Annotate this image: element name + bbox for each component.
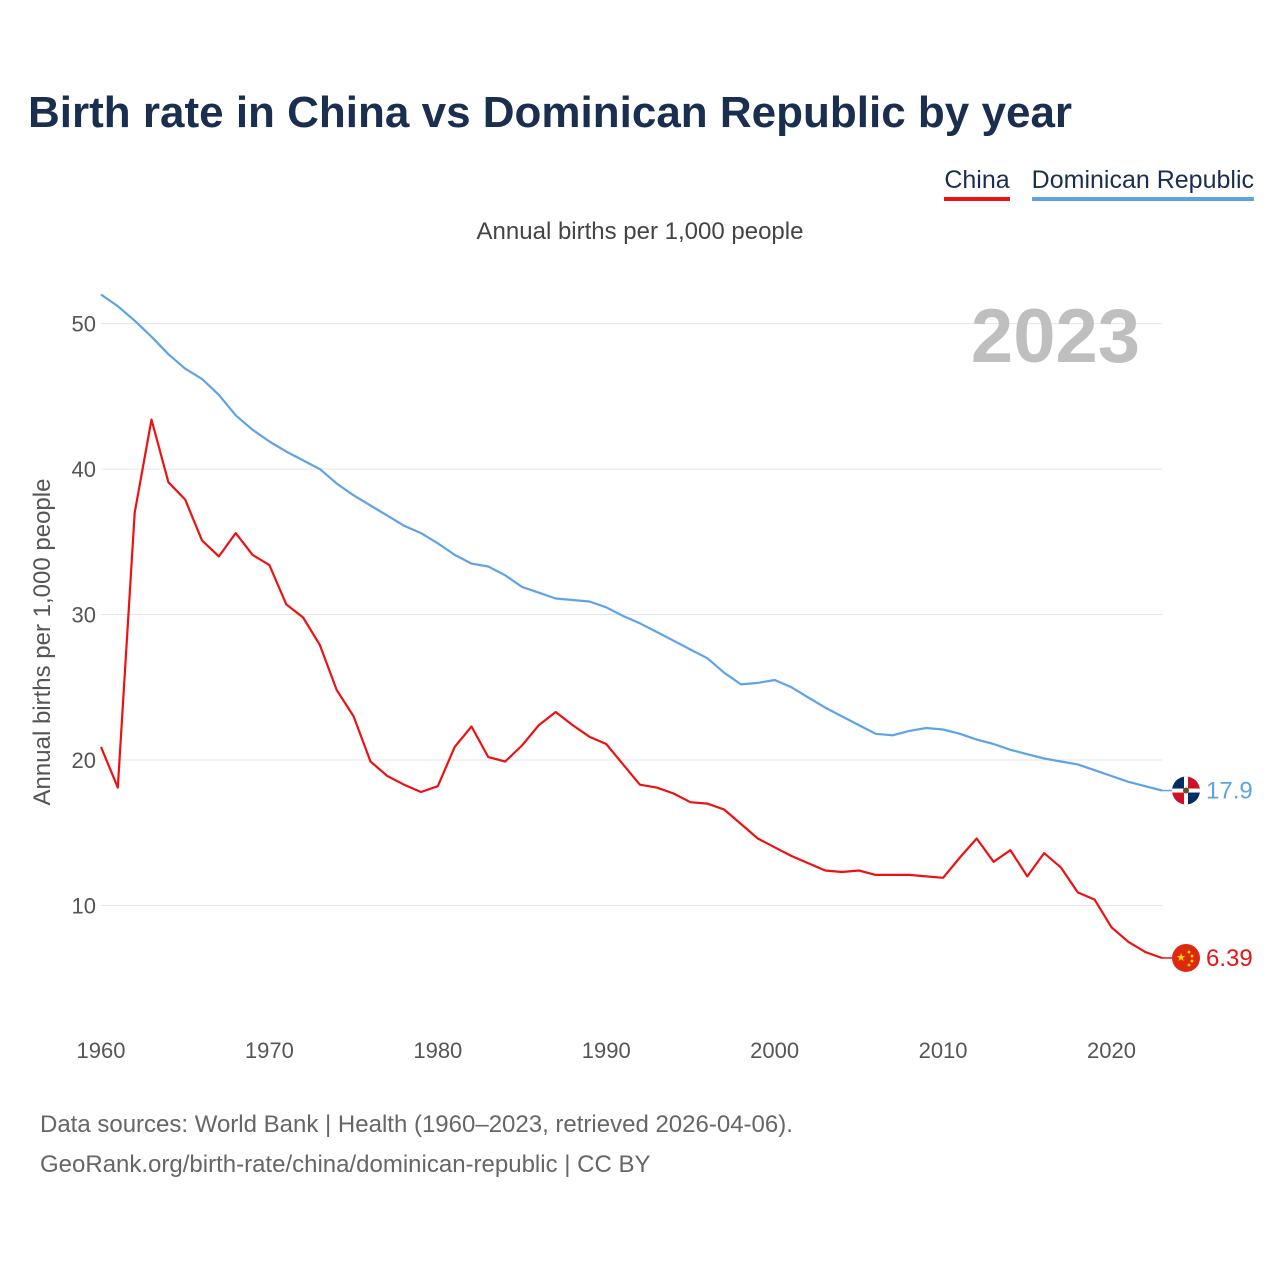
legend-item-china[interactable]: China (944, 166, 1010, 201)
y-tick-label: 20 (72, 748, 96, 773)
x-tick-label: 1970 (245, 1038, 294, 1063)
y-tick-label: 40 (72, 457, 96, 482)
x-tick-label: 1960 (77, 1038, 126, 1063)
source-line-1: Data sources: World Bank | Health (1960–… (40, 1111, 793, 1138)
end-value-label-china: 6.39 (1206, 945, 1253, 972)
x-axis-ticks: 1960 1970 1980 1990 2000 2010 2020 (77, 1038, 1136, 1063)
x-tick-label: 1980 (413, 1038, 462, 1063)
end-value-label-dominican-republic: 17.9 (1206, 778, 1253, 805)
x-tick-label: 1990 (582, 1038, 631, 1063)
data-source-note: Data sources: World Bank | Health (1960–… (40, 1105, 793, 1185)
x-tick-label: 2000 (750, 1038, 799, 1063)
legend-item-dominican-republic[interactable]: Dominican Republic (1031, 166, 1254, 201)
chart-title: Birth rate in China vs Dominican Republi… (28, 88, 1073, 137)
series-end-markers: ★ 6.39 17.9 (1162, 776, 1253, 972)
y-axis-label: Annual births per 1,000 people (29, 479, 56, 806)
series-line-china (99, 418, 1163, 960)
svg-text:★: ★ (1176, 952, 1186, 964)
y-tick-label: 30 (72, 603, 96, 628)
y-tick-label: 50 (72, 312, 96, 337)
x-tick-label: 2010 (919, 1038, 968, 1063)
y-tick-label: 10 (72, 893, 96, 918)
chart-subtitle: Annual births per 1,000 people (476, 218, 804, 245)
flag-icon-china: ★ (1172, 943, 1200, 972)
series-line-dominican-republic (100, 293, 1163, 792)
y-axis-ticks: 10 20 30 40 50 (72, 312, 96, 919)
year-watermark: 2023 (971, 294, 1140, 379)
x-tick-label: 2020 (1087, 1038, 1136, 1063)
series-lines (99, 293, 1163, 960)
source-line-2: GeoRank.org/birth-rate/china/dominican-r… (40, 1151, 651, 1178)
grid-lines (101, 323, 1162, 906)
chart-legend: China Dominican Republic (944, 166, 1254, 201)
flag-icon-dominican-republic (1172, 776, 1200, 805)
